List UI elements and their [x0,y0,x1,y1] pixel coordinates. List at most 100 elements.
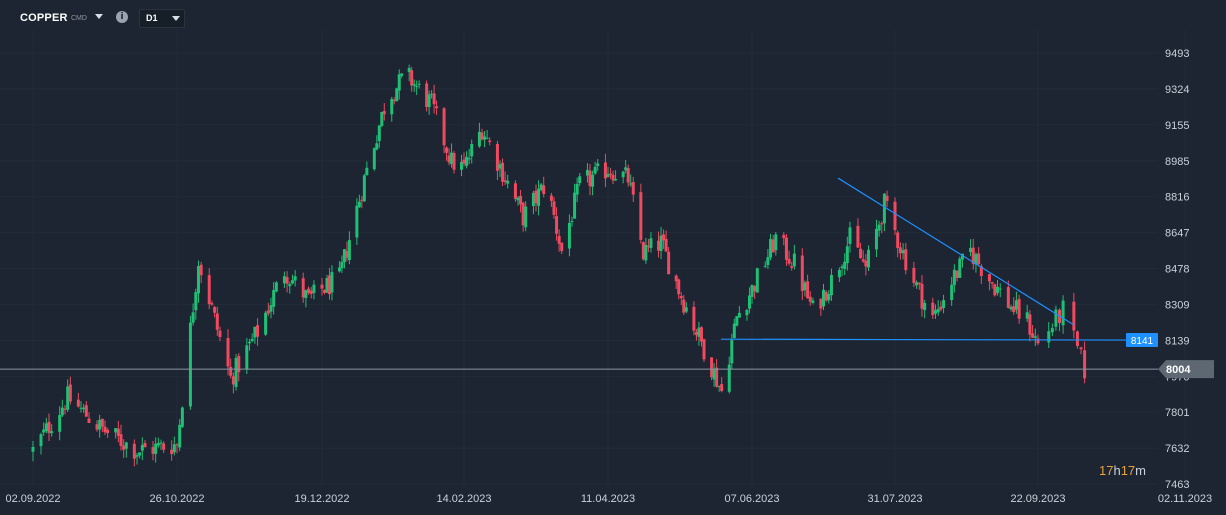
candle [188,315,192,410]
candle-body [593,166,597,174]
candle-body [1028,314,1032,335]
candle [806,274,810,299]
price-tick-label: 8985 [1165,156,1189,168]
candle-body [199,264,203,276]
descending-trendline[interactable] [837,177,1074,325]
candle [803,280,807,297]
candle [95,420,99,432]
candle-body [732,323,736,339]
support-trendline[interactable] [720,338,1129,341]
candle [917,282,921,290]
candle-body [845,246,849,264]
candle-body [345,251,349,258]
candle-body [1047,331,1051,343]
candle [390,96,394,122]
candle-body [646,246,650,248]
candle-body [138,452,142,456]
candle [412,79,416,92]
symbol-name[interactable]: COPPER [20,12,68,24]
candle [467,148,471,165]
candle-body [769,239,773,258]
timeframe-select[interactable]: D1 [139,9,185,28]
candle [626,164,630,187]
candle [521,201,525,232]
candle-body [969,247,973,253]
candle [933,304,937,320]
candle-body [727,364,731,392]
candle-body [483,136,487,140]
symbol-dropdown-icon[interactable] [95,14,103,19]
candle-body [882,193,886,224]
candle-body [63,408,67,410]
candle [415,80,419,95]
candle [677,278,681,300]
candle [377,124,381,148]
candle [735,315,739,327]
candle [1058,308,1062,332]
candle-body [435,106,439,109]
candle-body [282,276,286,284]
candle-body [218,330,222,338]
candle [766,249,770,269]
candle [585,163,589,183]
candle-body [933,310,937,314]
candle-body [151,447,155,454]
candle-body [848,227,852,244]
date-tick-label: 31.07.2023 [867,493,922,505]
candle [829,268,833,301]
candles [31,64,1087,467]
date-tick-label: 22.09.2023 [1010,493,1065,505]
candle-body [229,366,233,376]
candle [657,231,661,258]
candle-body [285,277,289,284]
candle-body [856,225,860,248]
candle [848,221,852,253]
candle [79,401,83,413]
candle-body [1050,328,1054,333]
candle-body [76,399,80,407]
candle [234,354,238,391]
info-icon[interactable]: i [116,11,128,23]
candle-body [974,254,978,265]
candle [699,326,703,347]
candle-body [480,132,484,140]
candle [194,288,198,320]
candle-body [573,192,577,219]
candle-body [730,340,734,364]
candle [304,289,308,308]
candle [682,295,686,316]
candle [596,158,600,171]
candle-body [207,275,211,305]
candle-body [662,234,666,241]
candle [646,239,650,253]
candle [63,405,67,415]
candle [717,385,721,392]
candle-body [180,407,184,427]
price-tick-label: 9324 [1165,84,1189,96]
candle [800,248,804,301]
candle-body [288,284,292,287]
candle-body [39,434,43,447]
candle-body [792,253,796,267]
candle-body [382,110,386,115]
candle [1061,295,1065,334]
candle [950,276,954,306]
candle [712,363,716,387]
candle [245,337,249,374]
candle-body [694,331,698,336]
candle [156,437,160,448]
candle-body [534,190,538,204]
candle-body [1017,298,1021,319]
candle-body [215,313,219,330]
candle-body [560,242,564,252]
candle-body [485,138,489,140]
candle-body [427,94,431,108]
candle-body [702,339,706,360]
candle [524,201,528,232]
candle [990,281,994,289]
candle-body [803,282,807,291]
candle [667,247,671,275]
candle [952,264,956,293]
candle [843,253,847,276]
